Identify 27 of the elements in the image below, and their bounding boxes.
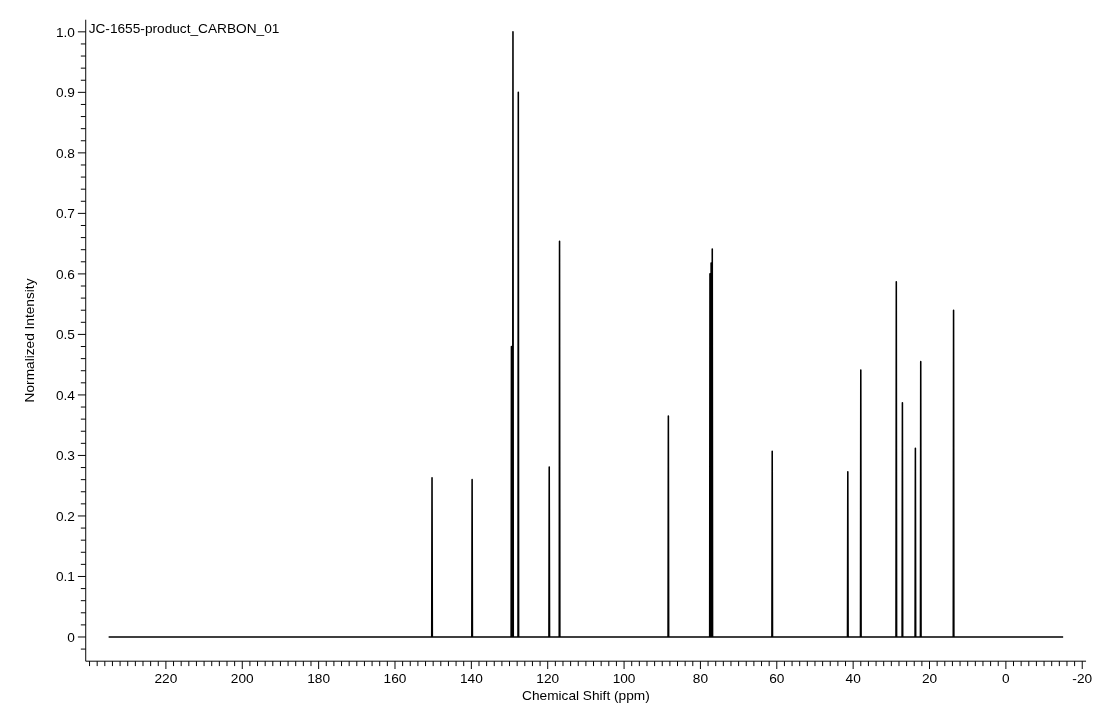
y-tick-label: 0.2	[55, 508, 75, 524]
x-tick-label: 200	[230, 670, 255, 686]
x-tick-label: 60	[769, 670, 785, 686]
x-tick-label: -20	[1072, 670, 1093, 686]
x-tick-label: 140	[459, 670, 484, 686]
y-axis-title: Normalized Intensity	[21, 278, 37, 403]
x-tick-label: 40	[845, 670, 862, 686]
x-axis-title: Chemical Shift (ppm)	[522, 688, 650, 704]
x-tick-label: 0	[1002, 670, 1011, 686]
x-tick-label: 160	[383, 670, 407, 686]
x-tick-label: 100	[612, 670, 636, 686]
y-tick-label: 0.6	[55, 266, 75, 282]
y-tick-label: 0.9	[55, 85, 75, 101]
x-tick-label: 20	[921, 670, 938, 686]
x-tick-label: 180	[307, 670, 331, 686]
y-tick-label: 0.4	[55, 387, 76, 403]
x-tick-label: 220	[154, 670, 178, 686]
y-tick-label: 0.5	[55, 327, 76, 343]
x-tick-label: 80	[692, 670, 709, 686]
y-tick-label: 1.0	[55, 24, 76, 40]
y-tick-label: 0	[67, 629, 76, 645]
y-tick-label: 0.8	[55, 145, 76, 161]
y-tick-label: 0.7	[55, 206, 75, 222]
y-tick-label: 0.1	[55, 569, 75, 585]
chart-title: JC-1655-product_CARBON_01	[88, 21, 280, 37]
y-tick-label: 0.3	[55, 448, 75, 464]
x-tick-label: 120	[536, 670, 560, 686]
